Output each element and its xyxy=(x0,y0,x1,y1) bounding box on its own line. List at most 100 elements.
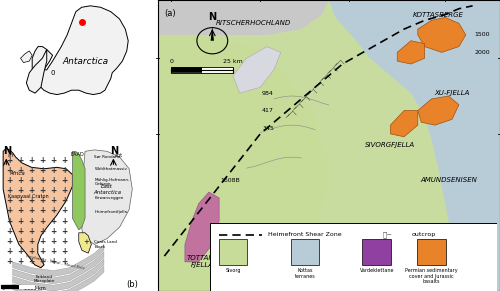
Text: +: + xyxy=(50,217,56,226)
Text: Mühlig-Hofmann-
Gebirge: Mühlig-Hofmann- Gebirge xyxy=(94,178,130,186)
Text: +: + xyxy=(40,227,46,236)
Text: +: + xyxy=(28,207,34,215)
Text: +: + xyxy=(6,258,12,266)
Text: +: + xyxy=(50,247,56,256)
Text: +: + xyxy=(62,166,68,175)
Text: +: + xyxy=(50,176,56,185)
Text: +: + xyxy=(18,247,24,256)
Polygon shape xyxy=(79,233,92,253)
Text: ant: ant xyxy=(115,153,123,158)
Text: +: + xyxy=(50,227,56,236)
Polygon shape xyxy=(397,41,424,64)
Text: +: + xyxy=(40,217,46,226)
Text: +: + xyxy=(40,156,46,164)
Text: +: + xyxy=(40,207,46,215)
Text: +: + xyxy=(50,196,56,205)
Polygon shape xyxy=(233,47,281,93)
Text: +: + xyxy=(40,196,46,205)
Text: +: + xyxy=(50,237,56,246)
Text: AMUNDSENISEN: AMUNDSENISEN xyxy=(420,178,477,183)
Text: 2000: 2000 xyxy=(474,50,490,55)
Text: +: + xyxy=(62,227,68,236)
Text: Wohlthatmassiv: Wohlthatmassiv xyxy=(94,167,128,171)
Polygon shape xyxy=(12,252,104,284)
Text: +: + xyxy=(28,176,34,185)
Text: 417: 417 xyxy=(262,108,274,113)
Text: +: + xyxy=(40,258,46,266)
Text: 984: 984 xyxy=(262,91,274,96)
Text: Falkland
Microplate: Falkland Microplate xyxy=(34,275,55,283)
Polygon shape xyxy=(32,6,128,95)
Text: +: + xyxy=(18,166,24,175)
Text: 25 km: 25 km xyxy=(223,58,242,63)
Text: +: + xyxy=(28,217,34,226)
Text: +: + xyxy=(50,156,56,164)
Polygon shape xyxy=(12,266,104,291)
Text: +: + xyxy=(28,196,34,205)
Text: +: + xyxy=(28,247,34,256)
Text: Coats Land
Block: Coats Land Block xyxy=(94,240,118,249)
Polygon shape xyxy=(20,51,32,63)
Text: KOTTASBERGE: KOTTASBERGE xyxy=(413,12,464,17)
Bar xyxy=(290,239,320,265)
Text: N: N xyxy=(208,12,216,22)
Text: +: + xyxy=(28,237,34,246)
Text: East
Antarctica: East Antarctica xyxy=(93,184,121,195)
Text: afr: afr xyxy=(8,153,15,158)
Text: 345: 345 xyxy=(262,125,274,131)
Text: outcrop: outcrop xyxy=(411,233,436,237)
Text: Kaapvaal Craton: Kaapvaal Craton xyxy=(8,194,48,199)
Text: +: + xyxy=(50,166,56,175)
Text: +: + xyxy=(50,186,56,195)
Text: Sør Rondane: Sør Rondane xyxy=(94,155,121,159)
Polygon shape xyxy=(210,26,214,41)
Text: +: + xyxy=(18,186,24,195)
Text: (b): (b) xyxy=(126,280,138,289)
Text: Antarctica: Antarctica xyxy=(63,57,109,65)
Text: +: + xyxy=(40,176,46,185)
Text: XU-FJELLA: XU-FJELLA xyxy=(434,90,470,96)
Text: Vardeklettane: Vardeklettane xyxy=(360,268,394,273)
Text: +: + xyxy=(62,247,68,256)
Text: Sivorg: Sivorg xyxy=(225,268,241,273)
Text: SIVORGFJELLA: SIVORGFJELLA xyxy=(366,143,416,148)
Text: +: + xyxy=(18,258,24,266)
Text: +: + xyxy=(6,207,12,215)
Text: +: + xyxy=(40,237,46,246)
Polygon shape xyxy=(72,151,85,230)
Bar xyxy=(362,239,391,265)
Text: +: + xyxy=(62,217,68,226)
Polygon shape xyxy=(329,0,500,291)
Text: N: N xyxy=(3,146,12,156)
Text: +: + xyxy=(62,196,68,205)
Text: RITSCHERHOCHLAND: RITSCHERHOCHLAND xyxy=(216,20,291,26)
Text: Kottas
terranes: Kottas terranes xyxy=(294,268,316,278)
Polygon shape xyxy=(12,259,104,291)
Text: ⌒~: ⌒~ xyxy=(382,232,392,238)
Text: +: + xyxy=(18,217,24,226)
Polygon shape xyxy=(185,192,219,262)
Text: +: + xyxy=(18,207,24,215)
Text: +: + xyxy=(6,247,12,256)
Text: +: + xyxy=(6,166,12,175)
Polygon shape xyxy=(158,0,329,35)
Text: 0: 0 xyxy=(170,58,173,63)
Text: +: + xyxy=(62,207,68,215)
Text: +: + xyxy=(40,186,46,195)
Text: +: + xyxy=(18,176,24,185)
Text: +: + xyxy=(50,207,56,215)
Text: Permian sedimentary
cover and Jurassic
basalts: Permian sedimentary cover and Jurassic b… xyxy=(405,268,458,284)
Bar xyxy=(417,239,446,265)
Text: +: + xyxy=(6,156,12,164)
Text: Kirwanveggen: Kirwanveggen xyxy=(94,196,124,200)
Text: +: + xyxy=(62,186,68,195)
Text: +: + xyxy=(6,227,12,236)
Polygon shape xyxy=(390,111,418,137)
Text: +: + xyxy=(6,237,12,246)
FancyBboxPatch shape xyxy=(210,223,498,291)
Text: +: + xyxy=(28,166,34,175)
Text: EAAD: EAAD xyxy=(70,152,84,157)
Text: 1608B: 1608B xyxy=(220,178,240,183)
Text: (a): (a) xyxy=(164,9,176,18)
Text: +: + xyxy=(28,186,34,195)
